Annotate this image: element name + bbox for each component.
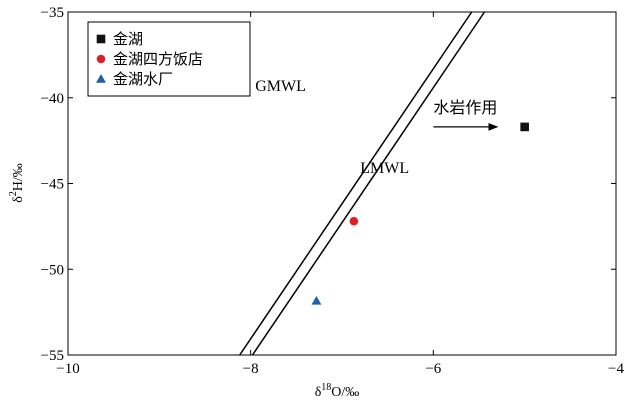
legend-label: 金湖水厂 bbox=[113, 70, 173, 88]
x-axis-title: δ18O/‰ bbox=[315, 382, 360, 400]
water-rock-label: 水岩作用 bbox=[433, 99, 497, 117]
annotation-layer: GMWL LMWL 水岩作用 bbox=[255, 78, 497, 177]
data-point-triangle bbox=[311, 296, 322, 305]
gmwl-line bbox=[239, 11, 473, 356]
y-tick-label: −50 bbox=[41, 262, 64, 278]
axis-tick-layer: −10 −8 −6 −4 −55 −50 −45 −40 −35 bbox=[41, 5, 625, 377]
x-tick-label: −8 bbox=[243, 361, 259, 377]
y-tick-label: −35 bbox=[41, 5, 64, 21]
legend-label: 金湖四方饭店 bbox=[113, 50, 203, 68]
gmwl-label: GMWL bbox=[255, 78, 306, 95]
legend-box bbox=[87, 21, 251, 97]
data-point-circle bbox=[349, 216, 359, 226]
legend-marker-square bbox=[96, 34, 106, 44]
y-tick-label: −55 bbox=[41, 348, 64, 364]
lmwl-label: LMWL bbox=[360, 160, 409, 177]
lmwl-line bbox=[251, 11, 486, 356]
water-line-layer bbox=[239, 11, 486, 356]
x-tick-label: −6 bbox=[425, 361, 441, 377]
legend-label: 金湖 bbox=[113, 30, 143, 48]
y-tick-label: −40 bbox=[41, 91, 64, 107]
y-axis-title: δ2H/‰ bbox=[8, 163, 26, 203]
x-tick-label: −4 bbox=[608, 361, 624, 377]
legend-marker-triangle bbox=[96, 74, 106, 83]
data-point-square bbox=[520, 122, 529, 132]
legend-marker-circle bbox=[96, 54, 106, 64]
y-tick-label: −45 bbox=[41, 177, 64, 193]
x-tick-label: −10 bbox=[56, 361, 79, 377]
data-point-layer bbox=[311, 122, 529, 305]
